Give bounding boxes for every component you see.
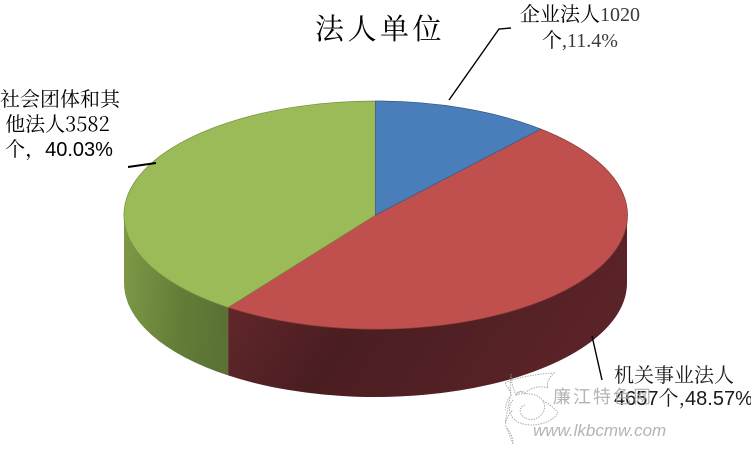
- svg-text:www.lkbcmw.com: www.lkbcmw.com: [533, 421, 666, 440]
- svg-text:廉江特色网: 廉江特色网: [553, 383, 653, 409]
